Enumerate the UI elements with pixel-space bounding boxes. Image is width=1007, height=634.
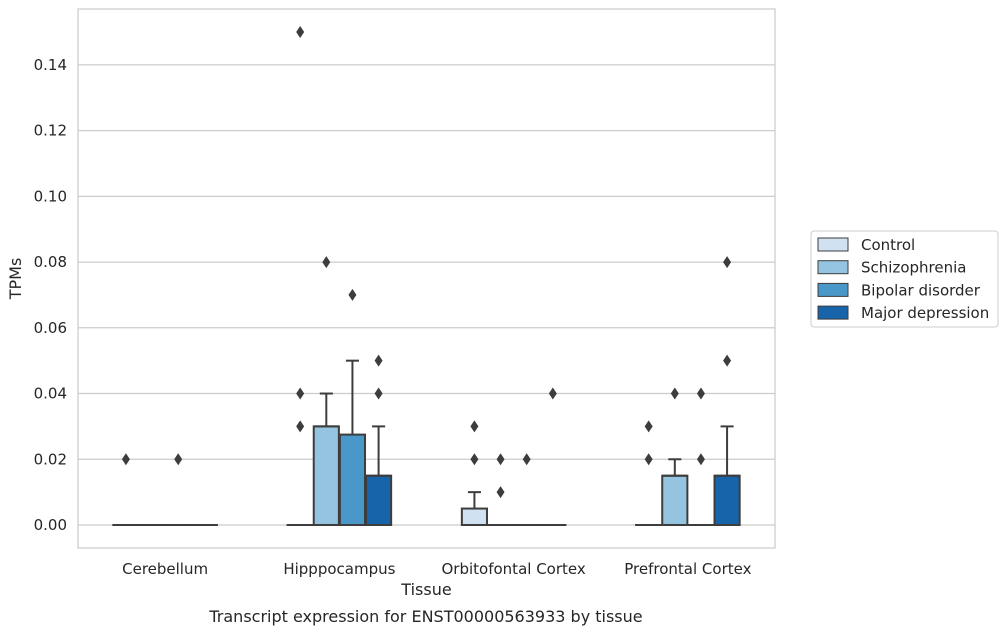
legend: Control Schizophrenia Bipolar disorder Majo… bbox=[810, 230, 999, 328]
outlier-point bbox=[644, 453, 653, 466]
outlier-point bbox=[696, 387, 705, 400]
x-axis-title: Tissue bbox=[400, 580, 451, 599]
x-tick-label: Hipppocampus bbox=[283, 560, 395, 578]
outlier-point bbox=[121, 453, 130, 466]
chart-caption: Transcript expression for ENST0000056393… bbox=[208, 607, 642, 626]
outlier-point bbox=[670, 387, 679, 400]
outlier-point bbox=[296, 26, 305, 39]
legend-swatch bbox=[817, 305, 849, 320]
box-major-depression bbox=[365, 425, 393, 526]
outlier-point bbox=[374, 354, 383, 367]
y-tick-label: 0.14 bbox=[34, 56, 67, 74]
box-body bbox=[365, 474, 393, 526]
outlier-point bbox=[296, 420, 305, 433]
plot-frame bbox=[77, 8, 776, 549]
gridlines bbox=[78, 64, 775, 526]
legend-item: Schizophrenia bbox=[817, 259, 966, 277]
legend-label: Bipolar disorder bbox=[861, 281, 981, 299]
box-body bbox=[661, 474, 689, 526]
box-schizophrenia bbox=[661, 458, 689, 526]
legend-item: Major depression bbox=[817, 304, 989, 322]
legend-label: Schizophrenia bbox=[861, 259, 966, 277]
outlier-point bbox=[723, 256, 732, 269]
legend-label: Major depression bbox=[861, 304, 989, 322]
x-tick-label: Orbitofontal Cortex bbox=[442, 560, 586, 578]
outlier-point bbox=[696, 453, 705, 466]
outlier-point bbox=[496, 453, 505, 466]
box-body bbox=[460, 507, 488, 526]
outlier-point bbox=[723, 354, 732, 367]
outlier-point bbox=[348, 288, 357, 301]
box-bipolar-disorder bbox=[338, 359, 367, 526]
box-body bbox=[713, 474, 741, 526]
legend-item: Bipolar disorder bbox=[817, 281, 981, 299]
x-tick-label: Prefrontal Cortex bbox=[624, 560, 751, 578]
legend-frame bbox=[810, 230, 999, 328]
outlier-point bbox=[374, 387, 383, 400]
x-tick-labels: Cerebellum Hipppocampus Orbitofontal Corte… bbox=[122, 560, 751, 578]
y-tick-label: 0.06 bbox=[34, 319, 67, 337]
legend-swatch bbox=[817, 260, 849, 275]
outliers bbox=[121, 26, 732, 499]
boxes bbox=[112, 359, 741, 527]
outlier-point bbox=[522, 453, 531, 466]
y-tick-label: 0.04 bbox=[34, 385, 67, 403]
legend-label: Control bbox=[861, 236, 915, 254]
outlier-point bbox=[174, 453, 183, 466]
box-body bbox=[312, 425, 340, 526]
box-major-depression bbox=[713, 425, 741, 526]
y-tick-label: 0.10 bbox=[34, 187, 67, 205]
outlier-point bbox=[470, 453, 479, 466]
box-body bbox=[338, 433, 367, 526]
legend-swatch bbox=[817, 237, 849, 252]
box-schizophrenia bbox=[312, 392, 340, 526]
y-tick-label: 0.00 bbox=[34, 516, 67, 534]
legend-item: Control bbox=[817, 236, 915, 254]
outlier-point bbox=[470, 420, 479, 433]
outlier-point bbox=[296, 387, 305, 400]
outlier-point bbox=[322, 256, 331, 269]
y-tick-label: 0.02 bbox=[34, 450, 67, 468]
outlier-point bbox=[548, 387, 557, 400]
y-tick-labels: 0.00 0.02 0.04 0.06 0.08 0.10 0.12 0.14 bbox=[34, 56, 67, 534]
outlier-point bbox=[644, 420, 653, 433]
legend-swatch bbox=[817, 282, 849, 297]
y-tick-label: 0.12 bbox=[34, 122, 67, 140]
box-control bbox=[460, 491, 488, 526]
outlier-point bbox=[496, 486, 505, 499]
y-tick-label: 0.08 bbox=[34, 253, 67, 271]
y-axis-title: TPMs bbox=[6, 258, 25, 301]
x-tick-label: Cerebellum bbox=[122, 560, 208, 578]
